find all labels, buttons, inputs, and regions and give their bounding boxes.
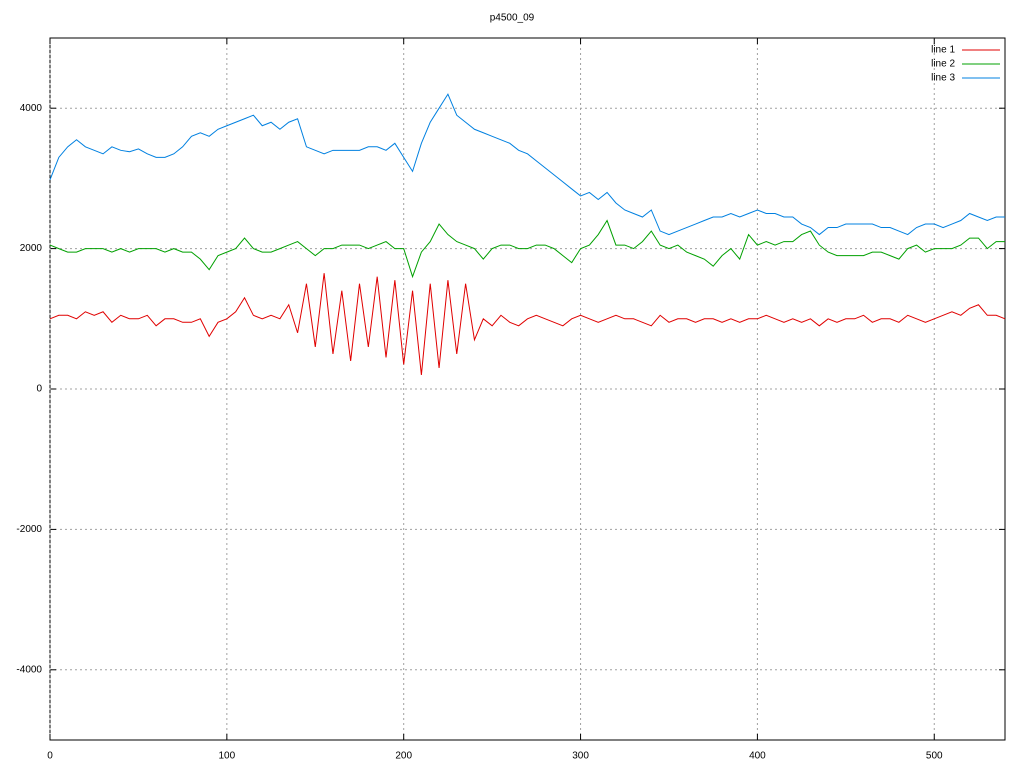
y-tick-label: -2000: [16, 524, 42, 535]
chart-title: p4500_09: [490, 13, 535, 24]
x-tick-label: 100: [219, 751, 236, 762]
x-tick-label: 400: [749, 751, 766, 762]
y-tick-label: 4000: [20, 103, 43, 114]
data-line: [49, 273, 1006, 376]
x-tick-label: 500: [926, 751, 943, 762]
x-tick-label: 0: [47, 751, 53, 762]
legend-label: line 3: [931, 73, 955, 84]
x-tick-label: 200: [395, 751, 412, 762]
y-tick-label: 0: [36, 384, 42, 395]
legend-label: line 1: [931, 45, 955, 56]
y-tick-label: 2000: [20, 243, 43, 254]
x-tick-label: 300: [572, 751, 589, 762]
legend-label: line 2: [931, 59, 955, 70]
data-line: [49, 219, 1005, 279]
y-tick-label: -4000: [16, 664, 42, 675]
data-line: [49, 93, 1005, 236]
